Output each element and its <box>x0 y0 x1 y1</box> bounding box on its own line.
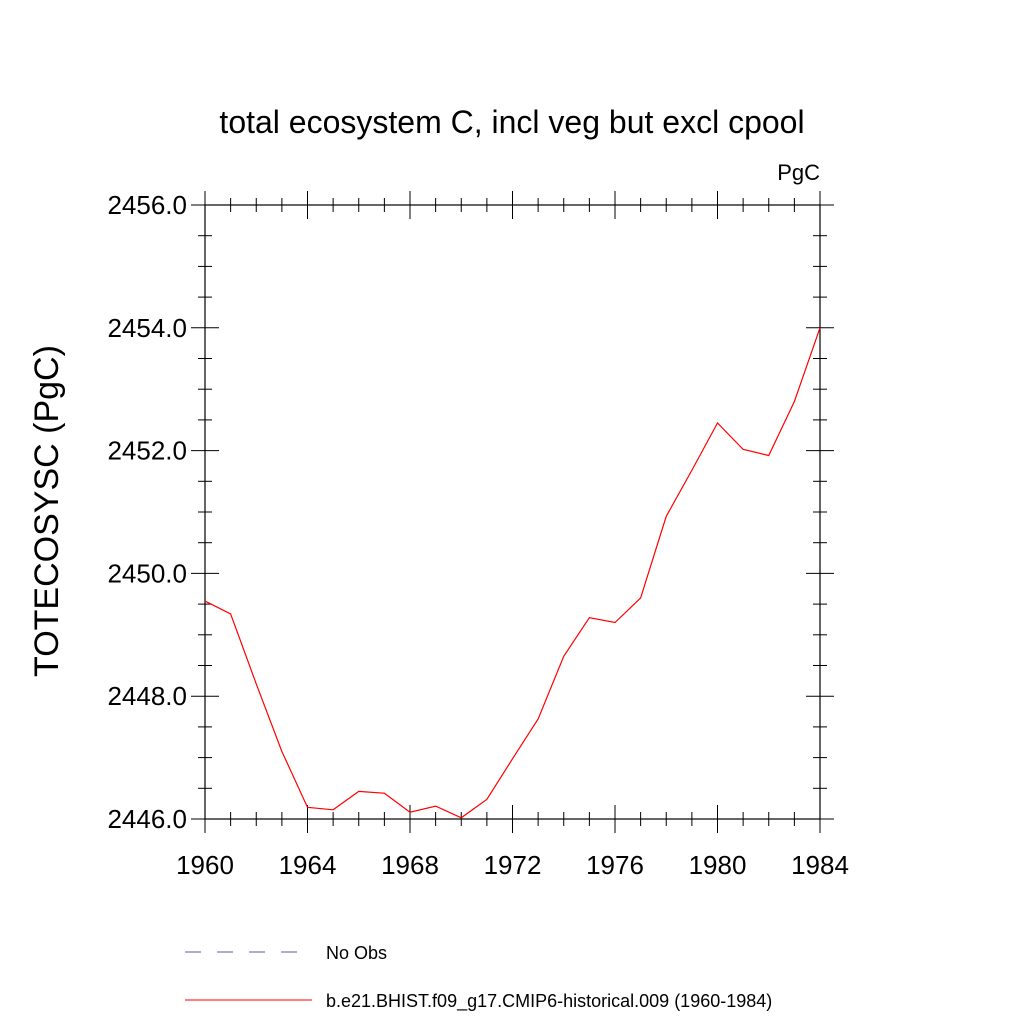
y-tick-label: 2452.0 <box>107 436 187 466</box>
plot-frame <box>204 204 821 820</box>
x-tick-label: 1968 <box>381 850 439 880</box>
legend-label: No Obs <box>326 943 387 963</box>
axis-ticks <box>191 191 834 833</box>
y-axis-label: TOTECOSYSC (PgC) <box>28 345 66 677</box>
legend: No Obs b.e21.BHIST.f09_g17.CMIP6-historic… <box>185 943 772 1012</box>
axis-tick-labels: 1960 1964 1968 1972 1976 1980 1984 2446.0 2448.0… <box>107 190 848 880</box>
x-tick-label: 1960 <box>176 850 234 880</box>
series-lines <box>204 327 821 819</box>
y-tick-label: 2448.0 <box>107 681 187 711</box>
y-tick-label: 2454.0 <box>107 313 187 343</box>
series-line <box>204 327 821 819</box>
x-tick-label: 1976 <box>586 850 644 880</box>
x-tick-label: 1980 <box>689 850 747 880</box>
x-tick-label: 1972 <box>484 850 542 880</box>
x-tick-label: 1964 <box>279 850 337 880</box>
y-tick-label: 2446.0 <box>107 804 187 834</box>
legend-label: b.e21.BHIST.f09_g17.CMIP6-historical.009… <box>326 991 772 1012</box>
chart-title: total ecosystem C, incl veg but excl cpo… <box>219 104 804 140</box>
units-label: PgC <box>777 160 820 185</box>
x-tick-label: 1984 <box>791 850 849 880</box>
y-tick-label: 2450.0 <box>107 558 187 588</box>
y-tick-label: 2456.0 <box>107 190 187 220</box>
